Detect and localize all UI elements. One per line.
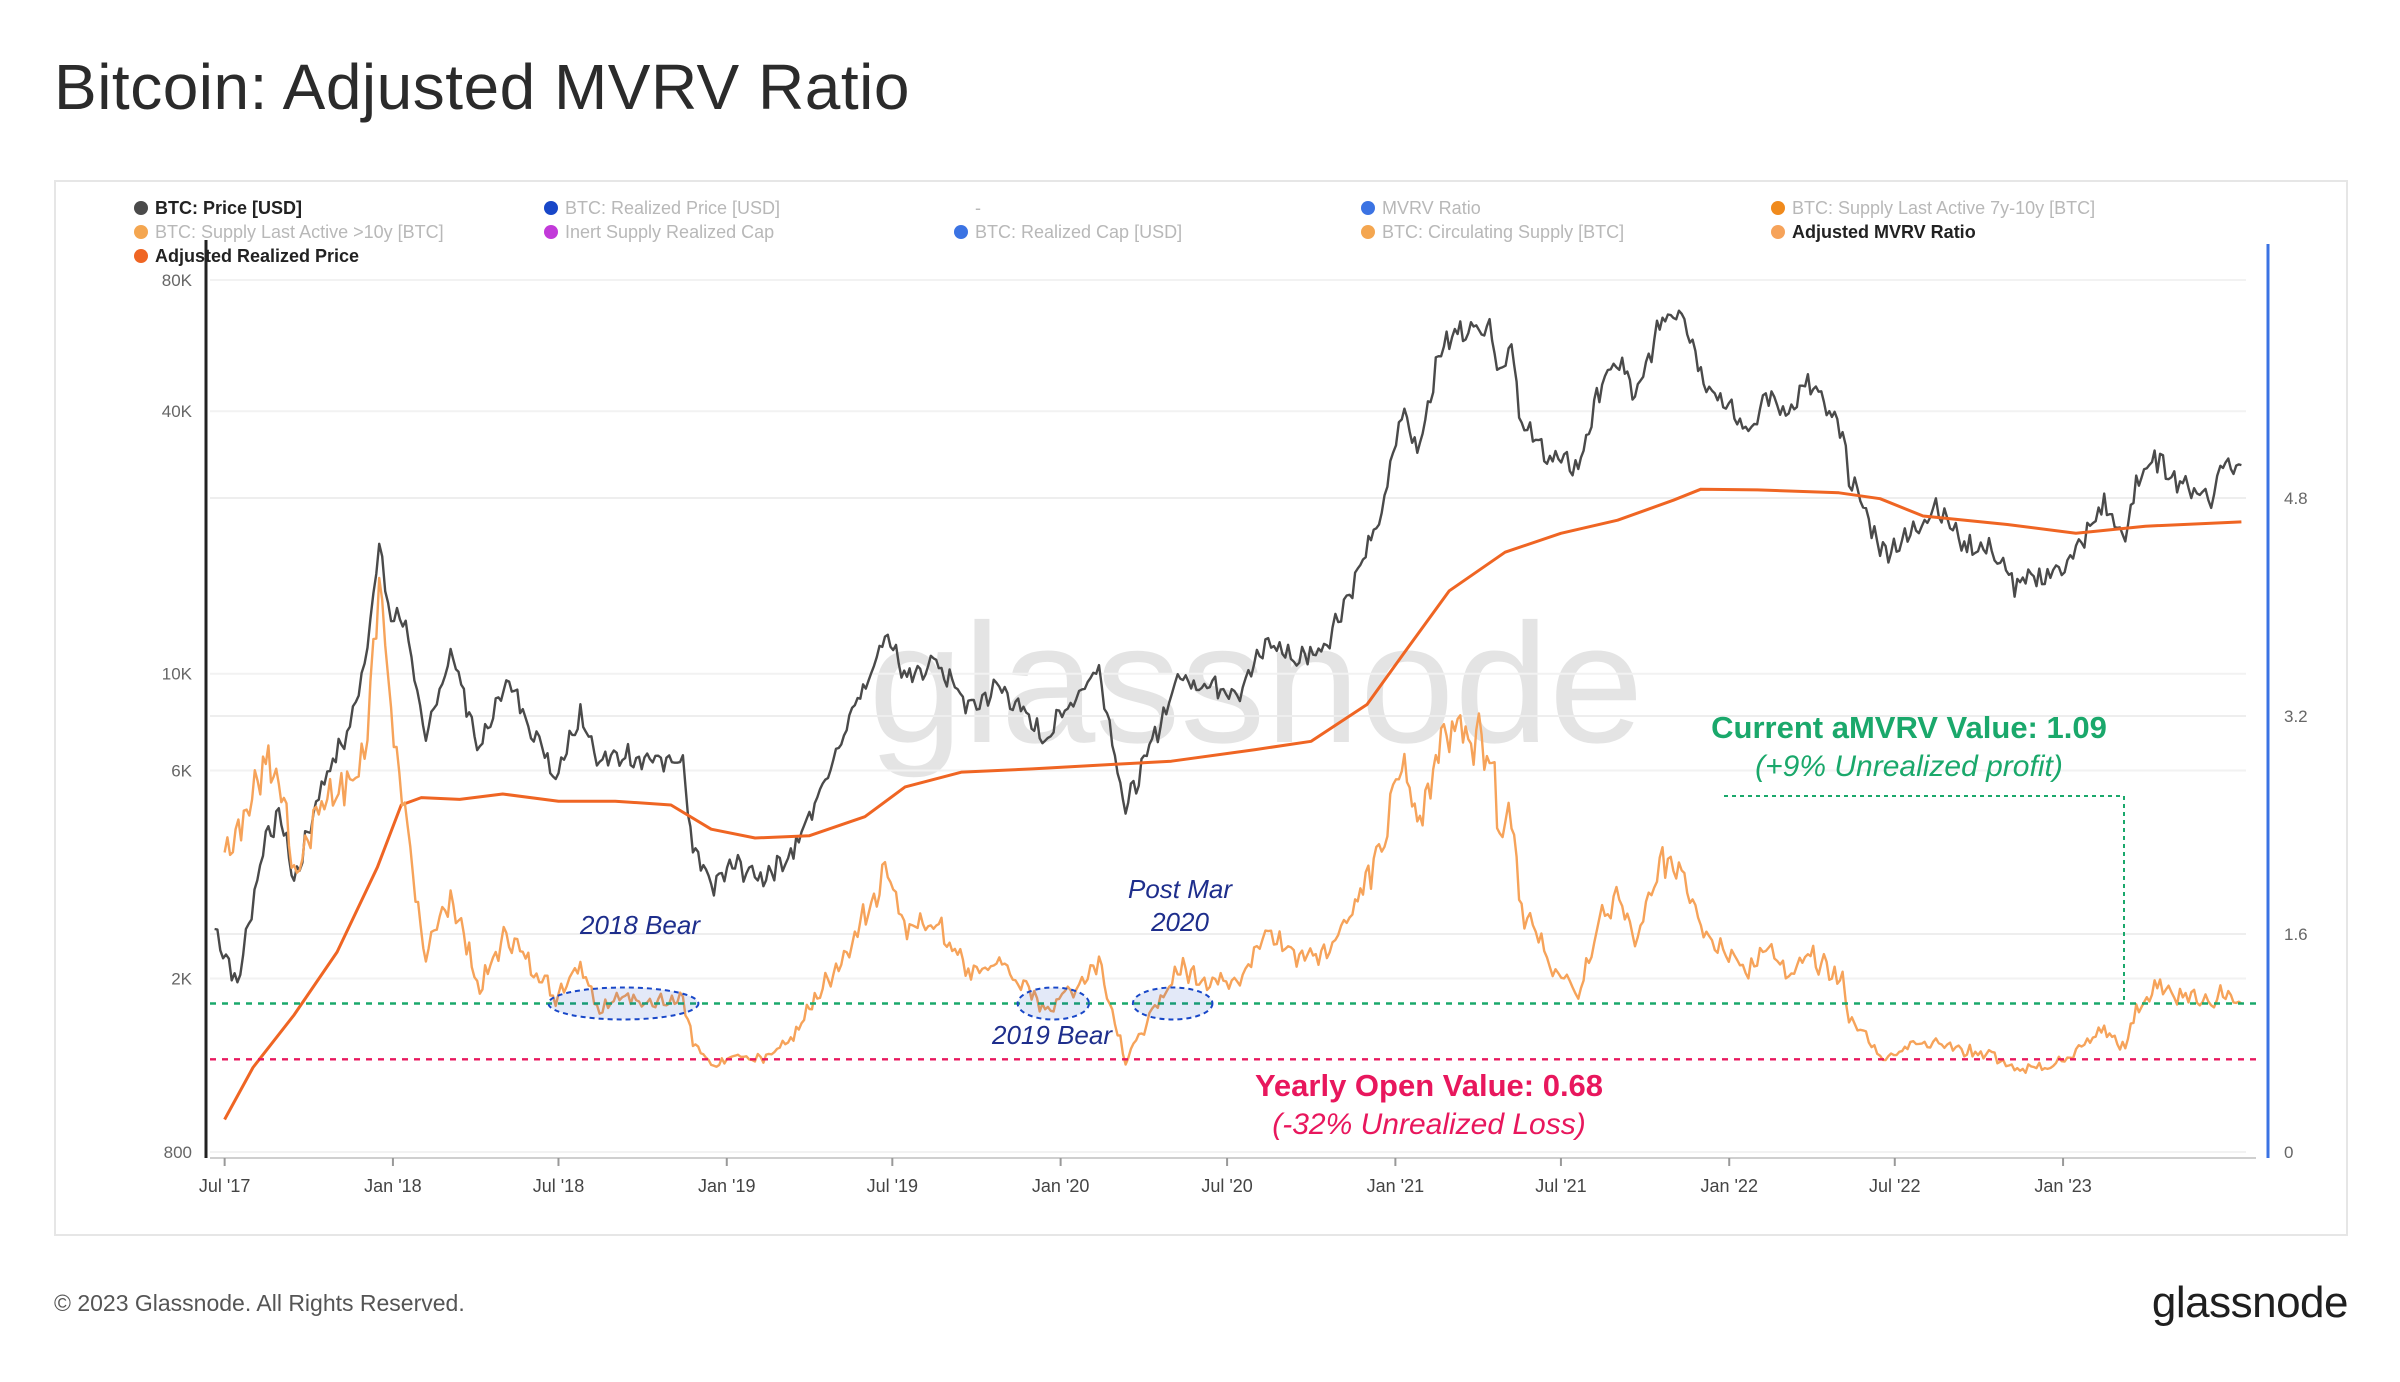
x-tick-label: Jan '21: [1367, 1176, 1424, 1196]
label-2018-bear: 2018 Bear: [579, 910, 701, 940]
legend-item[interactable]: BTC: Supply Last Active 7y-10y [BTC]: [1771, 198, 2095, 218]
x-tick-label: Jul '18: [533, 1176, 584, 1196]
x-tick-label: Jul '17: [199, 1176, 250, 1196]
series-layer: [214, 309, 2243, 1121]
legend-swatch-icon: [1771, 201, 1785, 215]
legend-swatch-icon: [1771, 225, 1785, 239]
label-post-mar-2020: 2020: [1150, 907, 1209, 937]
adjusted-mvrv-ratio-line: [223, 576, 2243, 1074]
legend-label: Adjusted MVRV Ratio: [1792, 222, 1976, 242]
y-left-tick-label: 80K: [162, 271, 193, 290]
x-tick-label: Jan '22: [1700, 1176, 1757, 1196]
btc-price-usd-line: [214, 309, 2242, 984]
x-tick-label: Jul '22: [1869, 1176, 1920, 1196]
grid-lines: [210, 279, 2246, 1153]
copyright: © 2023 Glassnode. All Rights Reserved.: [54, 1290, 465, 1316]
legend-swatch-icon: [544, 201, 558, 215]
legend: BTC: Price [USD] BTC: Realized Price [USD…: [134, 198, 2095, 266]
x-tick-label: Jul '20: [1201, 1176, 1252, 1196]
legend-label: BTC: Supply Last Active >10y [BTC]: [155, 222, 444, 242]
legend-label: Inert Supply Realized Cap: [565, 222, 774, 242]
legend-label: Adjusted Realized Price: [155, 246, 359, 266]
legend-swatch-icon: [1361, 225, 1375, 239]
legend-label: MVRV Ratio: [1382, 198, 1481, 218]
x-tick-label: Jul '19: [867, 1176, 918, 1196]
y-right-tick-label: 0: [2284, 1143, 2293, 1162]
legend-item[interactable]: BTC: Supply Last Active >10y [BTC]: [134, 222, 444, 242]
x-tick-label: Jul '21: [1535, 1176, 1586, 1196]
legend-label: BTC: Realized Cap [USD]: [975, 222, 1182, 242]
legend-item[interactable]: BTC: Realized Price [USD]: [544, 198, 780, 218]
page-title: Bitcoin: Adjusted MVRV Ratio: [54, 51, 910, 123]
yearly-open-subtitle: (-32% Unrealized Loss): [1272, 1108, 1585, 1141]
legend-label: BTC: Realized Price [USD]: [565, 198, 780, 218]
x-tick-label: Jan '19: [698, 1176, 755, 1196]
y-left-tick-label: 800: [164, 1143, 192, 1162]
current-value-title: Current aMVRV Value: 1.09: [1711, 710, 2107, 745]
axes: 800 2K 6K 10K 40K 80K 0 1.6 3.2 4.8 Jul '17 Jan '18…: [162, 240, 2308, 1196]
x-tick-label: Jan '18: [364, 1176, 421, 1196]
legend-item[interactable]: Adjusted MVRV Ratio: [1771, 222, 1976, 242]
label-2019-bear: 2019 Bear: [991, 1020, 1113, 1050]
legend-item[interactable]: BTC: Price [USD]: [134, 198, 302, 218]
annotation-layer: Current aMVRV Value: 1.09 (+9% Unrealized…: [210, 710, 2256, 1141]
ellipse-post-mar-2020: [1131, 986, 1214, 1021]
amvrv-chart: glassnode 8002K6K10K40K80K01.63.24.8Jul …: [134, 198, 2308, 1196]
current-value-connector: [1724, 795, 2125, 1004]
y-left-tick-label: 6K: [171, 761, 192, 780]
x-tick-label: Jan '23: [2034, 1176, 2091, 1196]
legend-swatch-icon: [544, 225, 558, 239]
y-left-tick-label: 40K: [162, 402, 193, 421]
y-left-tick-label: 2K: [171, 969, 192, 988]
y-right-tick-label: 3.2: [2284, 707, 2308, 726]
legend-label: BTC: Supply Last Active 7y-10y [BTC]: [1792, 198, 2095, 218]
legend-item[interactable]: Adjusted Realized Price: [134, 246, 359, 266]
y-right-tick-label: 4.8: [2284, 489, 2308, 508]
legend-item[interactable]: MVRV Ratio: [1361, 198, 1481, 218]
legend-item[interactable]: BTC: Realized Cap [USD]: [954, 222, 1182, 242]
y-right-tick-label: 1.6: [2284, 925, 2308, 944]
ellipse-2019-bear: [1016, 986, 1090, 1021]
legend-swatch-icon: [134, 249, 148, 263]
chart-panel: glassnode 800 2K 6K 10K 40K 80K 0 1.6 3.2 4.8 Jul …: [54, 180, 2348, 1236]
legend-swatch-icon: [134, 201, 148, 215]
adjusted-realized-price-line: [223, 487, 2242, 1121]
ellipse-2018-bear: [547, 986, 700, 1021]
legend-swatch-icon: [954, 225, 968, 239]
legend-swatch-icon: [134, 225, 148, 239]
legend-label: BTC: Price [USD]: [155, 198, 302, 218]
x-tick-label: Jan '20: [1032, 1176, 1089, 1196]
legend-item[interactable]: -: [975, 198, 981, 218]
legend-item[interactable]: BTC: Circulating Supply [BTC]: [1361, 222, 1624, 242]
y-left-tick-label: 10K: [162, 665, 193, 684]
yearly-open-title: Yearly Open Value: 0.68: [1255, 1068, 1603, 1103]
current-value-subtitle: (+9% Unrealized profit): [1755, 750, 2063, 783]
legend-item[interactable]: Inert Supply Realized Cap: [544, 222, 774, 242]
legend-label: BTC: Circulating Supply [BTC]: [1382, 222, 1624, 242]
legend-label: -: [975, 198, 981, 218]
glassnode-logo: glassnode: [2151, 1278, 2349, 1327]
legend-swatch-icon: [1361, 201, 1375, 215]
label-post-mar: Post Mar: [1128, 874, 1233, 904]
